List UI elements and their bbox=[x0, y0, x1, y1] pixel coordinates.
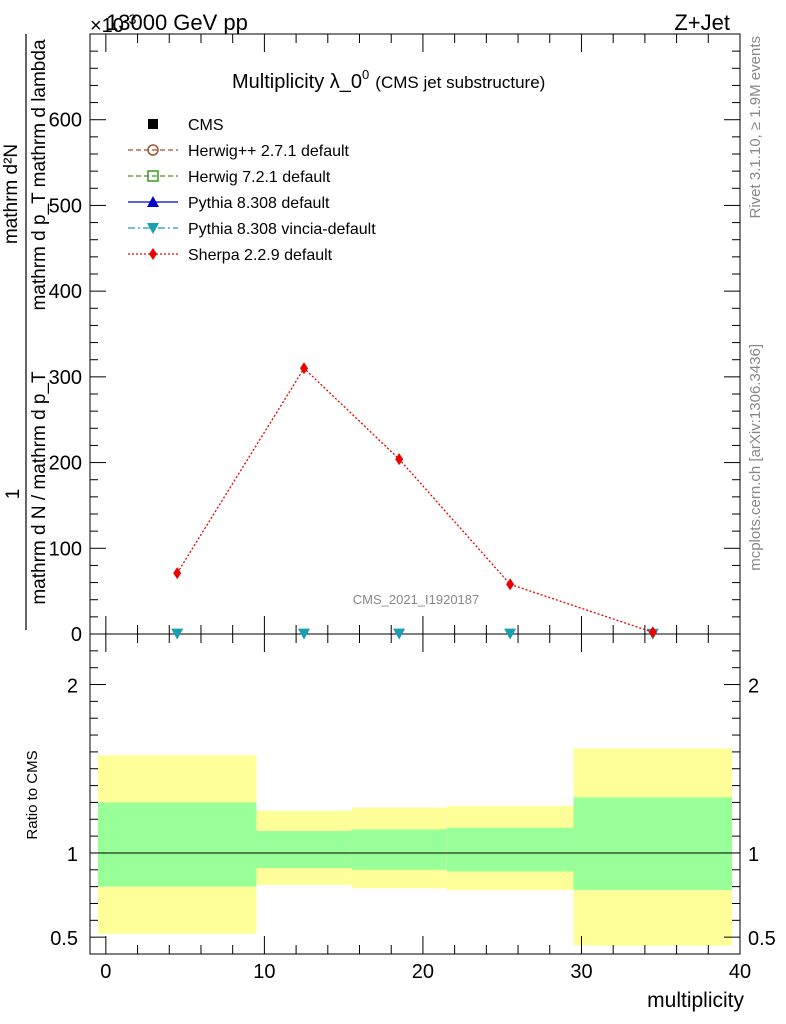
series-5-point-0 bbox=[173, 567, 182, 580]
plot-title-main: Multiplicity λ_0 bbox=[232, 71, 362, 93]
ratio-xtick-label: 0 bbox=[100, 961, 111, 983]
ratio-y-label: Ratio to CMS bbox=[24, 750, 41, 839]
legend-marker-4 bbox=[147, 223, 159, 234]
y-label-one: 1 bbox=[3, 489, 24, 500]
ratio-inner-band-2 bbox=[351, 829, 447, 870]
ratio-plot-frame bbox=[89, 633, 741, 955]
main-ytick-label: 200 bbox=[49, 453, 82, 475]
ratio-xtick-label: 30 bbox=[570, 961, 592, 983]
series-4-point-2 bbox=[393, 628, 406, 640]
rivet-label: Rivet 3.1.10, ≥ 1.9M events bbox=[747, 36, 764, 219]
plot-title-sub: (CMS jet substructure) bbox=[375, 73, 545, 92]
ratio-xtick-label: 40 bbox=[729, 961, 751, 983]
ratio-axis-ticks: 0.5 0.51 12 20 10 20 30 40 bbox=[50, 634, 776, 983]
ratio-inner-band-0 bbox=[97, 802, 257, 887]
legend-marker-5 bbox=[149, 248, 157, 260]
legend-label-4: Pythia 8.308 vincia-default bbox=[188, 221, 376, 238]
ratio-ytick-label-left: 2 bbox=[67, 676, 78, 698]
legend-label-2: Herwig 7.2.1 default bbox=[188, 169, 331, 186]
series-4-point-1 bbox=[298, 628, 311, 640]
x-axis-label: multiplicity bbox=[647, 989, 744, 1012]
ratio-inner-band-1 bbox=[256, 831, 352, 869]
data-series bbox=[171, 362, 659, 640]
legend-label-1: Herwig++ 2.7.1 default bbox=[188, 143, 350, 160]
main-ytick-label: 0 bbox=[71, 624, 82, 646]
main-ytick-label: 100 bbox=[49, 538, 82, 560]
main-ytick-label: 600 bbox=[49, 110, 82, 132]
energy-label: 13000 GeV pp bbox=[106, 10, 248, 35]
y-multiplier: ×10-3 bbox=[90, 11, 137, 37]
ratio-xtick-label: 10 bbox=[253, 961, 275, 983]
ratio-ytick-label-right: 0.5 bbox=[748, 928, 776, 950]
y-multiplier-base: ×10 bbox=[90, 15, 124, 37]
analysis-id: CMS_2021_I1920187 bbox=[353, 592, 480, 607]
y-label-numerator-1: mathrm d²N bbox=[1, 144, 22, 244]
plot-title: Multiplicity λ_00 (CMS jet substructure) bbox=[232, 67, 545, 93]
main-ytick-label: 300 bbox=[49, 367, 82, 389]
series-5-point-4 bbox=[648, 626, 657, 639]
series-5-point-3 bbox=[506, 578, 515, 591]
series-4-point-3 bbox=[504, 628, 517, 640]
series-4-point-0 bbox=[171, 628, 184, 640]
main-axis-ticks: 0 100 200 300 400 500 600 bbox=[49, 34, 741, 646]
ratio-inner-band-4 bbox=[573, 797, 733, 890]
legend-label-3: Pythia 8.308 default bbox=[188, 195, 330, 212]
ratio-ytick-label-left: 1 bbox=[67, 844, 78, 866]
legend-marker-0 bbox=[148, 119, 158, 129]
ratio-ytick-label-right: 1 bbox=[748, 844, 759, 866]
main-y-axis-label: 1 mathrm d²N mathrm d p_T mathrm d lambd… bbox=[1, 34, 50, 630]
ratio-inner-band-3 bbox=[446, 827, 574, 872]
ratio-bands bbox=[90, 748, 740, 946]
mcplots-label: mcplots.cern.ch [arXiv:1306.3436] bbox=[747, 344, 764, 571]
ratio-ytick-label-right: 2 bbox=[748, 676, 759, 698]
main-ytick-label: 400 bbox=[49, 281, 82, 303]
legend-marker-1 bbox=[147, 144, 159, 156]
process-label: Z+Jet bbox=[674, 10, 730, 35]
series-5-point-1 bbox=[300, 362, 309, 375]
legend-label-0: CMS bbox=[188, 117, 224, 134]
legend-marker-3 bbox=[147, 196, 159, 207]
main-ytick-label: 500 bbox=[49, 195, 82, 217]
plot-title-sup: 0 bbox=[362, 67, 369, 82]
ratio-ytick-label-left: 0.5 bbox=[50, 928, 78, 950]
legend: CMS Herwig++ 2.7.1 default Herwig 7.2.1 de… bbox=[128, 117, 376, 264]
y-label-numerator-2: mathrm d p_T mathrm d lambda bbox=[29, 39, 50, 310]
legend-label-5: Sherpa 2.2.9 default bbox=[188, 247, 333, 264]
ratio-xtick-label: 20 bbox=[412, 961, 434, 983]
series-5-point-2 bbox=[395, 453, 404, 466]
y-label-denominator: mathrm d N / mathrm d p_T bbox=[29, 371, 50, 605]
legend-marker-2 bbox=[147, 170, 159, 182]
y-multiplier-exp: -3 bbox=[124, 11, 137, 27]
